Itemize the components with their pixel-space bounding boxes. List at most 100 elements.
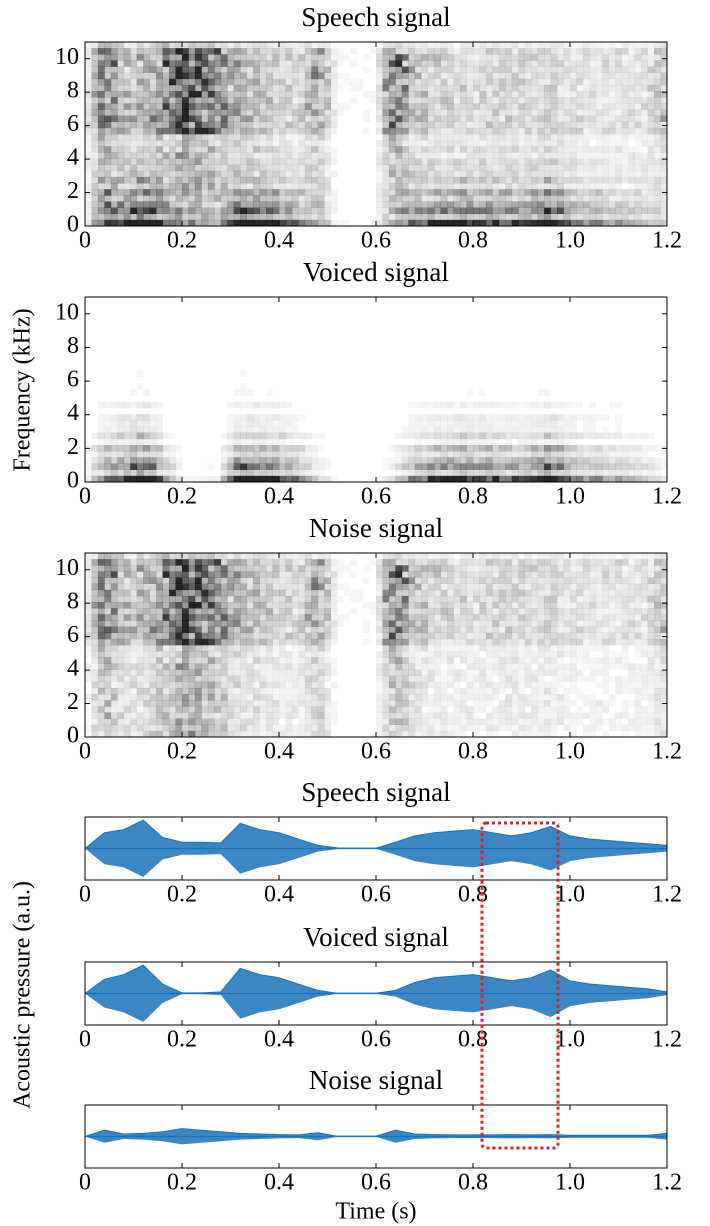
spectrogram-cell: [408, 127, 416, 135]
spectrogram-cell: [641, 158, 648, 165]
spectrogram-cell: [85, 632, 92, 640]
spectrogram-cell: [382, 614, 390, 621]
spectrogram-cell: [550, 158, 558, 165]
spectrogram-cell: [227, 724, 235, 732]
spectrogram-cell: [162, 589, 170, 597]
spectrogram-cell: [628, 54, 635, 61]
spectrogram-cell: [97, 614, 105, 621]
spectrogram-cell: [621, 97, 629, 104]
spectrogram-cell: [194, 66, 202, 73]
spectrogram-cell: [524, 158, 532, 165]
spectrogram-cell: [253, 72, 260, 80]
spectrogram-cell: [544, 134, 551, 141]
spectrogram-cell: [498, 103, 506, 110]
spectrogram-cell: [382, 48, 390, 55]
spectrogram-cell: [136, 414, 144, 421]
spectrogram-cell: [201, 109, 209, 116]
spectrogram-cell: [505, 457, 513, 464]
spectrogram-cell: [149, 669, 157, 676]
spectrogram-cell: [479, 103, 487, 110]
spectrogram-cell: [97, 638, 105, 646]
spectrogram-cell: [466, 663, 474, 670]
spectrogram-cell: [130, 127, 138, 135]
spectrogram-cell: [272, 78, 280, 86]
spectrogram-cell: [253, 207, 260, 215]
spectrogram-cell: [136, 121, 144, 129]
spectrogram-cell: [331, 103, 338, 109]
spectrogram-cell: [363, 578, 370, 584]
spectrogram-cell: [169, 565, 176, 572]
spectrogram-cell: [207, 48, 215, 55]
spectrogram-cell: [647, 213, 655, 221]
spectrogram-cell: [136, 152, 144, 159]
spectrogram-cell: [194, 140, 202, 147]
spectrogram-cell: [123, 189, 131, 196]
spectrogram-cell: [460, 730, 467, 738]
spectrogram-cell: [473, 170, 480, 178]
spectrogram-cell: [363, 602, 370, 609]
spectrogram-cell: [253, 559, 260, 566]
spectrogram-cell: [214, 48, 222, 55]
spectrogram-cell: [233, 134, 241, 141]
spectrogram-cell: [110, 207, 118, 215]
spectrogram-cell: [511, 463, 519, 470]
spectrogram-cell: [272, 565, 280, 572]
spectrogram-cell: [382, 91, 390, 98]
spectrogram-cell: [537, 42, 545, 49]
spectrogram-cell: [421, 670, 428, 676]
spectrogram-cell: [104, 724, 112, 732]
spectrogram-cell: [576, 109, 584, 116]
spectrogram-cell: [557, 121, 564, 129]
spectrogram-cell: [253, 91, 260, 98]
spectrogram-cell: [518, 42, 525, 48]
spectrogram-cell: [324, 97, 332, 104]
spectrogram-cell: [518, 115, 526, 123]
spectrogram-cell: [621, 189, 629, 196]
spectrogram-cell: [220, 134, 228, 141]
spectrogram-cell: [582, 146, 590, 153]
spectrogram-cell: [654, 103, 661, 110]
spectrogram-cell: [647, 207, 655, 215]
spectrogram-cell: [317, 109, 325, 116]
spectrogram-cell: [240, 103, 247, 110]
spectrogram-cell: [298, 66, 306, 73]
spectrogram-cell: [194, 170, 202, 178]
spectrogram-cell: [563, 97, 571, 104]
spectrogram-cell: [641, 183, 648, 190]
spectrogram-cell: [524, 183, 532, 190]
spectrogram-cell: [550, 426, 558, 433]
spectrogram-cell: [97, 127, 105, 135]
spectrogram-cell: [447, 469, 454, 477]
spectrogram-cell: [291, 583, 299, 591]
spectrogram-cell: [149, 414, 157, 421]
spectrogram-cell: [317, 608, 325, 615]
spectrogram-cell: [582, 451, 590, 458]
spectrogram-cell: [589, 201, 597, 208]
spectrogram-cell: [317, 657, 325, 664]
spectrogram-cell: [91, 694, 99, 701]
spectrogram-cell: [382, 724, 390, 732]
spectrogram-cell: [634, 115, 642, 123]
spectrogram-cell: [647, 457, 655, 464]
spectrogram-cell: [156, 730, 163, 738]
spectrogram-cell: [466, 445, 474, 452]
spectrogram-cell: [304, 602, 312, 609]
spectrogram-cell: [291, 632, 299, 640]
spectrogram-cell: [240, 134, 247, 141]
spectrogram-cell: [330, 626, 338, 634]
spectrogram-cell: [279, 669, 286, 676]
spectrogram-cell: [227, 577, 235, 584]
spectrogram-cell: [550, 109, 558, 116]
spectrogram-cell: [227, 439, 234, 445]
spectrogram-cell: [104, 577, 112, 584]
spectrogram-cell: [492, 219, 500, 227]
spectrogram-cell: [331, 706, 338, 712]
spectrogram-cell: [570, 115, 577, 123]
spectrogram-cell: [595, 54, 603, 61]
spectrogram-cell: [149, 219, 157, 227]
spectrogram-cell: [194, 195, 202, 202]
spectrogram-cell: [479, 463, 487, 470]
spectrogram-cell: [388, 657, 396, 664]
spectrogram-cell: [130, 170, 138, 178]
